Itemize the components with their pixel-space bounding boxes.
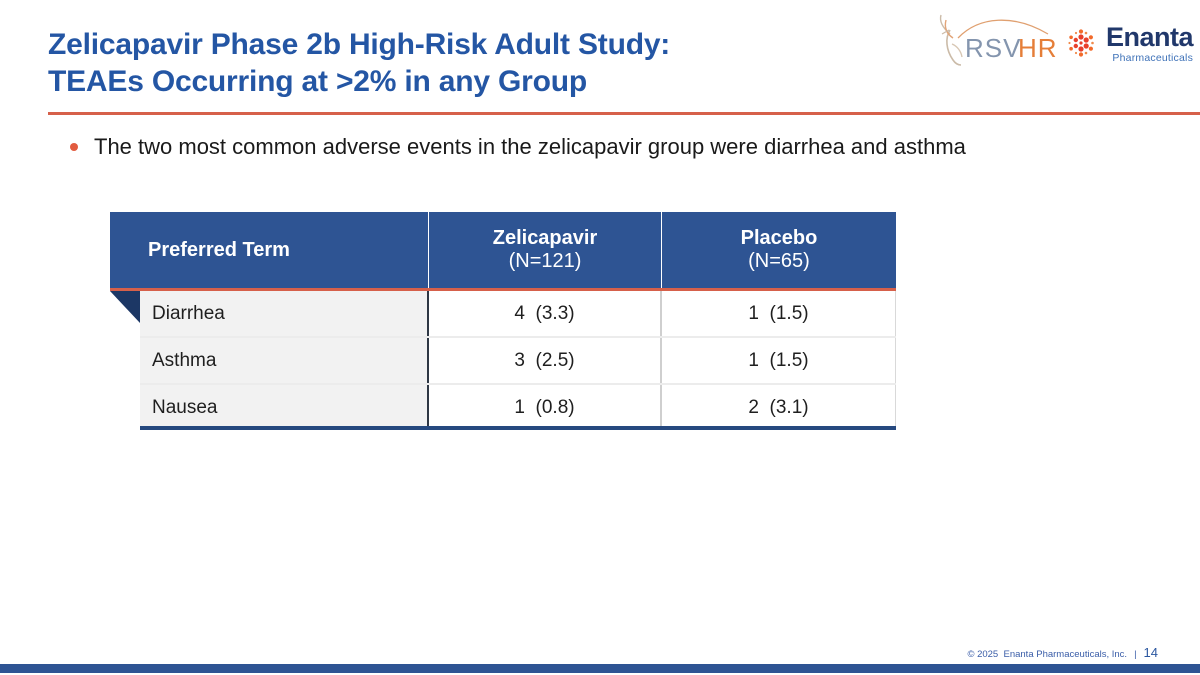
table-row: Nausea 1 (0.8) 2 (3.1) [140, 385, 896, 430]
cell-placebo-value: 2 (3.1) [662, 385, 896, 430]
header-n-zelicapavir: (N=121) [508, 250, 582, 272]
table-header: Preferred Term Zelicapavir (N=121) Place… [110, 212, 896, 288]
page-number: 14 [1143, 645, 1158, 660]
header-cell-zelicapavir: Zelicapavir (N=121) [429, 212, 662, 288]
bottom-bar [0, 664, 1200, 673]
bullet-text: The two most common adverse events in th… [94, 134, 966, 159]
page-title-line2: TEAEs Occurring at >2% in any Group [48, 65, 587, 98]
title-underline [48, 112, 1200, 115]
cell-zelicapavir-value: 3 (2.5) [429, 338, 662, 383]
enanta-logo: Enanta Pharmaceuticals [1062, 22, 1194, 64]
enanta-name: Enanta [1106, 22, 1194, 52]
cell-zelicapavir-value: 4 (3.3) [429, 291, 662, 336]
header-red-rule [110, 288, 896, 291]
fold-corner [110, 291, 140, 323]
enanta-subtitle: Pharmaceuticals [1112, 52, 1194, 64]
header-label-preferred-term: Preferred Term [148, 238, 290, 261]
table-row: Asthma 3 (2.5) 1 (1.5) [140, 338, 896, 385]
rsvhr-arc-icon [957, 19, 1049, 39]
header-n-placebo: (N=65) [748, 250, 810, 272]
header-cell-preferred-term: Preferred Term [110, 212, 429, 288]
molecule-dots-icon [1068, 29, 1094, 57]
copyright-text: © 2025 Enanta Pharmaceuticals, Inc. [967, 649, 1128, 660]
table-bottom-border [140, 426, 896, 430]
cell-placebo-value: 1 (1.5) [662, 338, 896, 383]
teae-table-body: Diarrhea 4 (3.3) 1 (1.5) Asthma 3 (2.5) … [140, 291, 896, 430]
bullet-marker-icon [70, 143, 78, 151]
rsvhr-logo: RSV HR [939, 14, 1056, 66]
footer-separator: | [1134, 649, 1137, 660]
page-title-line1: Zelicapavir Phase 2b High-Risk Adult Stu… [48, 28, 671, 61]
cell-zelicapavir-value: 1 (0.8) [429, 385, 662, 430]
header-cell-placebo: Placebo (N=65) [662, 212, 896, 288]
cell-term: Diarrhea [140, 291, 429, 336]
hummingbird-icon [939, 14, 963, 66]
header-label-zelicapavir: Zelicapavir [492, 227, 598, 249]
cell-placebo-value: 1 (1.5) [662, 291, 896, 336]
rsvhr-text-hr: HR [1018, 33, 1056, 63]
page-title: Zelicapavir Phase 2b High-Risk Adult Stu… [48, 26, 670, 100]
cell-term: Nausea [140, 385, 429, 430]
header-label-placebo: Placebo [740, 227, 818, 249]
rsvhr-text-rsv: RSV [965, 33, 1021, 63]
bullet-item: The two most common adverse events in th… [70, 133, 966, 161]
table-row: Diarrhea 4 (3.3) 1 (1.5) [140, 291, 896, 338]
cell-term: Asthma [140, 338, 429, 383]
footer: © 2025 Enanta Pharmaceuticals, Inc. | 14 [967, 645, 1158, 660]
